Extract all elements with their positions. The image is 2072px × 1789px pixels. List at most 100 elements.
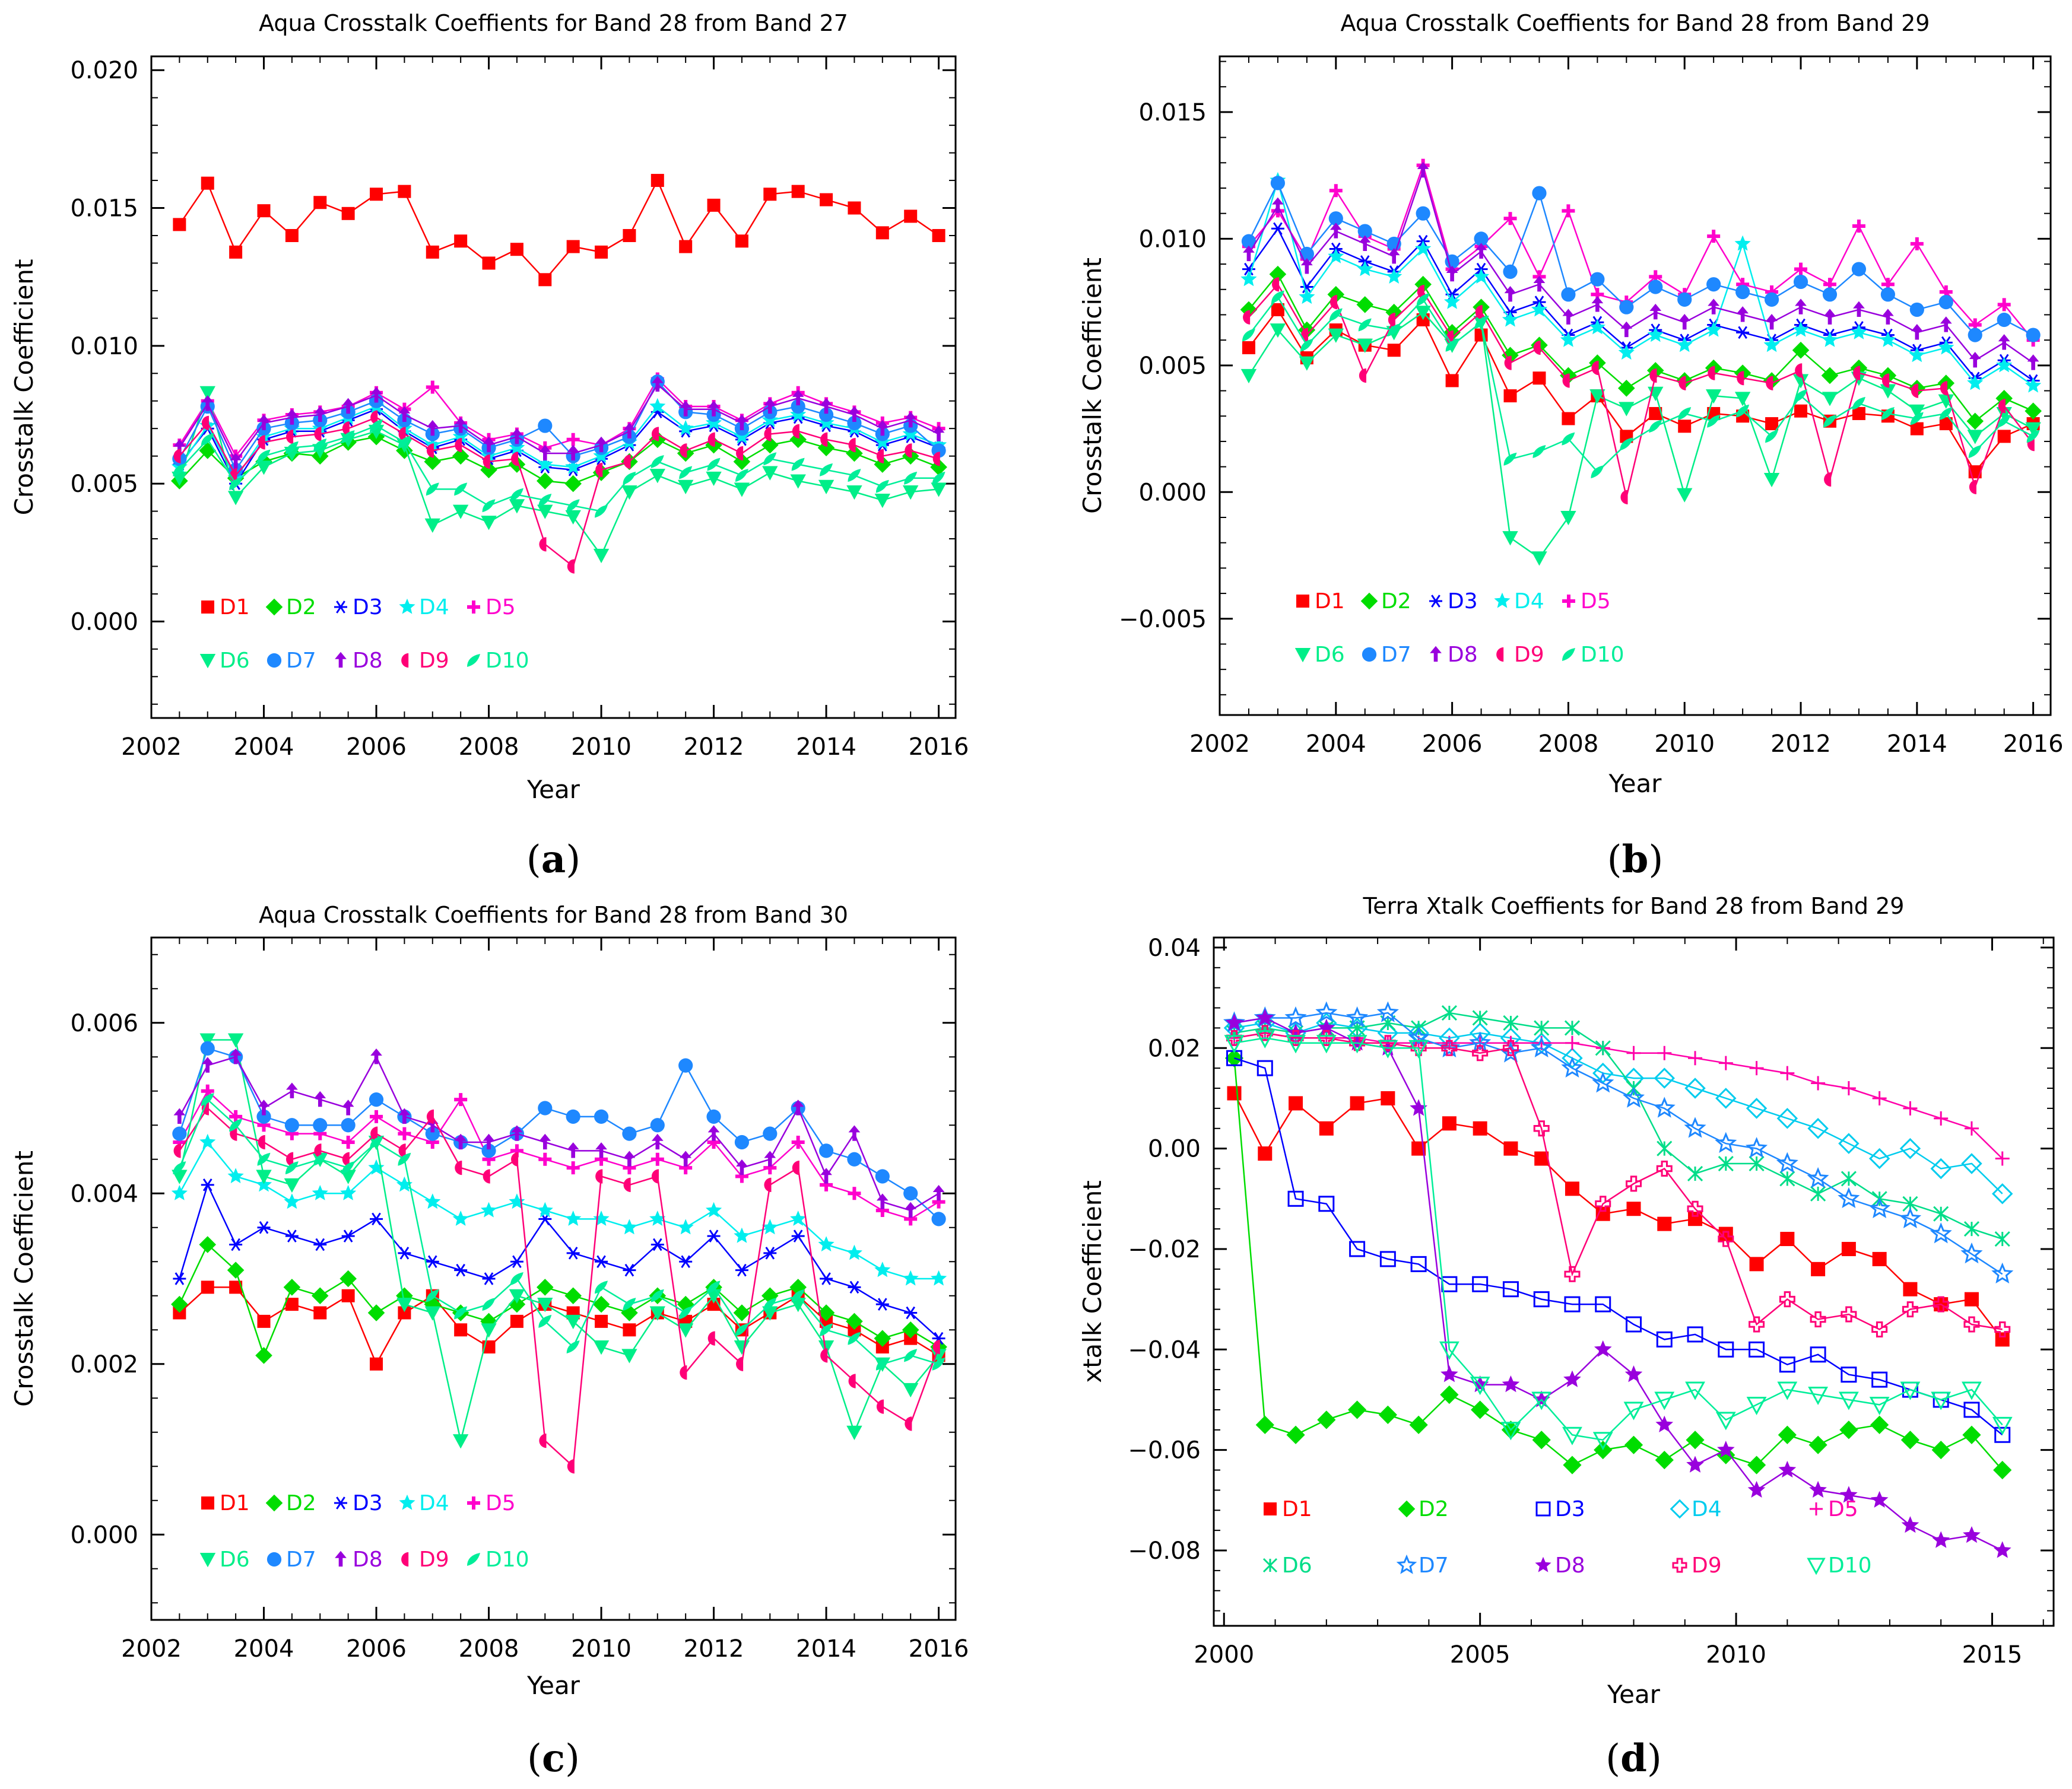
data-point-D10 [735,1323,748,1337]
data-point-D2 [1839,1421,1858,1440]
data-point-D9 [764,427,772,441]
data-point-D4 [1838,1133,1860,1154]
x-tick-label: 2012 [1770,730,1831,758]
data-point-D9 [1881,373,1890,388]
data-point-D9 [680,443,687,458]
legend-label-D3: D3 [353,1491,383,1515]
data-point-D2 [255,1347,272,1364]
data-point-D10 [173,463,186,476]
data-point-D6 [1718,1155,1734,1172]
legend-marker-D8 [1430,646,1442,662]
data-point-D7 [706,1109,721,1124]
data-point-D9 [651,427,659,441]
data-point-D9 [370,410,378,425]
data-point-D7 [1997,312,2011,328]
data-point-D10 [1931,1391,1952,1410]
data-point-D2 [1502,347,1519,364]
data-point-D10 [285,1161,299,1175]
data-point-D10 [1881,406,1895,420]
x-axis-label: Year [1608,769,1662,798]
data-point-D9 [1718,1231,1734,1247]
data-point-D8 [764,398,776,414]
data-point-D10 [679,466,693,479]
data-point-D8 [539,1133,551,1150]
data-point-D6 [1967,430,1983,444]
data-point-D4 [734,428,750,444]
data-point-D9 [1841,1306,1857,1323]
legend-marker-D9 [1672,1558,1687,1573]
y-tick-label: 0.015 [70,195,138,223]
data-point-D3 [229,1238,243,1251]
data-point-D6 [902,1383,919,1398]
data-point-D1 [454,1323,468,1337]
data-point-D8 [1620,321,1633,338]
data-point-D3 [566,1247,580,1260]
data-point-D10 [1678,406,1692,420]
data-point-D9 [1533,1120,1550,1137]
data-point-D10 [257,1152,271,1166]
data-point-D1 [1319,1121,1334,1136]
series-line-D8 [179,383,940,463]
data-point-D10 [1416,293,1430,306]
data-point-D9 [1940,381,1947,396]
data-point-D8 [876,420,889,436]
series-line-D3 [179,408,940,485]
data-point-D7 [1735,284,1750,300]
data-point-D6 [1564,1020,1581,1036]
data-point-D10 [1286,1035,1306,1054]
data-point-D5 [848,1187,861,1200]
data-point-D10 [482,499,496,513]
data-point-D8 [567,1142,579,1158]
data-point-D4 [846,1244,862,1260]
data-point-D4 [1776,1108,1798,1129]
data-point-D1 [201,1280,214,1294]
data-point-D9 [286,430,294,444]
data-point-D6 [1822,392,1838,406]
data-point-D1 [595,245,608,259]
series-line-D2 [1248,272,2034,422]
data-point-D2 [1870,1415,1889,1434]
data-point-D4 [1560,331,1576,347]
data-point-D6 [509,1289,525,1304]
series-line-D10 [179,1098,939,1365]
data-point-D8 [623,1151,636,1167]
data-point-D5 [1657,1046,1672,1060]
data-point-D1 [1794,404,1808,418]
data-point-D7 [622,1126,637,1141]
y-tick-label: −0.08 [1128,1537,1201,1565]
data-point-D3 [370,1212,383,1226]
data-point-D8 [1359,235,1371,252]
data-point-D4 [1531,301,1548,317]
data-point-D7 [1838,1187,1860,1209]
data-point-D3 [1349,1241,1366,1257]
data-point-D10 [1992,1416,2013,1435]
data-point-D7 [1561,1056,1584,1078]
data-point-D9 [1649,368,1657,383]
legend-marker-D3 [1535,1501,1551,1517]
series-D8 [1243,161,2039,370]
data-point-D8 [1624,1365,1643,1383]
data-point-D4 [199,1133,216,1149]
data-point-D10 [904,471,918,485]
data-point-D9 [1795,363,1803,378]
data-point-D9 [1243,310,1251,325]
chart-title: Terra Xtalk Coeffients for Band 28 from … [1363,893,1905,919]
data-point-D6 [537,1298,553,1313]
data-point-D6 [1909,404,1925,419]
data-point-D8 [539,444,551,461]
legend-label-D2: D2 [1381,589,1411,614]
legend-label-D3: D3 [353,595,383,619]
data-point-D9 [623,1177,631,1192]
data-point-D4 [649,398,666,414]
data-point-D3 [1564,1296,1581,1313]
data-point-D6 [481,516,497,530]
data-point-D8 [1225,1013,1243,1031]
data-point-D7 [1469,1031,1492,1053]
legend-marker-D1 [201,1496,214,1510]
data-point-D4 [677,420,694,436]
legend-label-D10: D10 [486,649,529,673]
data-point-D7 [566,1109,580,1124]
data-point-D1 [173,1306,186,1320]
data-point-D9 [1359,368,1366,383]
legend-marker-D2 [265,598,283,616]
